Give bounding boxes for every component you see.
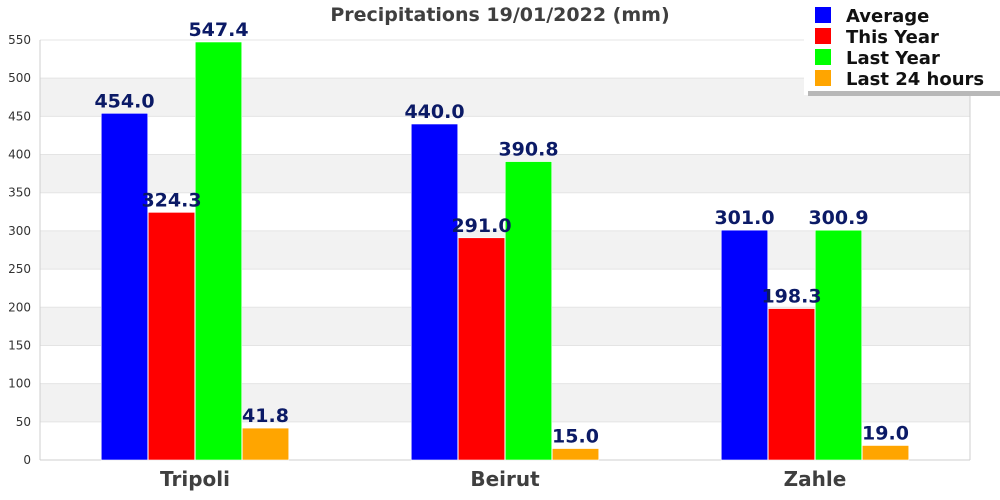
y-tick-label: 100: [8, 377, 31, 391]
bar-value-label: 198.3: [761, 286, 821, 308]
legend-label: Last Year: [846, 48, 940, 69]
bar: [147, 212, 196, 461]
y-tick-label: 450: [8, 109, 31, 123]
legend-shadow: [808, 91, 1000, 96]
bar: [241, 427, 290, 461]
legend-label: Average: [846, 6, 929, 27]
y-tick-label: 0: [23, 453, 31, 467]
legend-label: This Year: [846, 27, 939, 48]
y-tick-label: 350: [8, 186, 31, 200]
legend-swatch: [815, 28, 831, 44]
bar-value-label: 301.0: [714, 207, 774, 229]
bar: [100, 113, 149, 461]
x-tick-label: Tripoli: [160, 467, 230, 491]
y-tick-label: 300: [8, 224, 31, 238]
bar-value-label: 390.8: [498, 139, 558, 161]
bar-value-label: 547.4: [188, 19, 248, 41]
x-tick-label: Zahle: [784, 467, 847, 491]
bar-value-label: 19.0: [862, 422, 909, 444]
y-tick-label: 150: [8, 338, 31, 352]
bar-value-label: 300.9: [808, 207, 868, 229]
x-tick-labels: Tripoli Beirut Zahle: [160, 467, 846, 491]
y-tick-label: 500: [8, 71, 31, 85]
legend-box: [804, 2, 1000, 95]
y-tick-label: 550: [8, 33, 31, 47]
legend-swatch: [815, 7, 831, 23]
bars: [100, 41, 910, 461]
bar: [814, 229, 863, 461]
legend-swatch: [815, 49, 831, 65]
bar: [720, 229, 769, 461]
bar: [410, 123, 459, 461]
bar: [457, 237, 506, 461]
bar: [767, 308, 816, 461]
value-labels: 454.0 324.3 547.4 41.8 440.0 291.0 390.8 15.0 30…: [94, 19, 909, 448]
bar-value-label: 440.0: [404, 101, 464, 123]
bar: [551, 448, 600, 461]
bar-value-label: 15.0: [552, 426, 599, 448]
bar-value-label: 291.0: [451, 215, 511, 237]
bar-value-label: 41.8: [242, 405, 289, 427]
bar-value-label: 324.3: [141, 189, 201, 211]
x-tick-label: Beirut: [470, 467, 540, 491]
chart-title: Precipitations 19/01/2022 (mm): [330, 4, 669, 26]
y-tick-label: 400: [8, 148, 31, 162]
bar: [504, 161, 553, 461]
y-tick-label: 50: [16, 415, 31, 429]
y-tick-labels: 0 50 100 150 200 250 300 350 400 450 500 550: [8, 33, 31, 467]
y-tick-label: 250: [8, 262, 31, 276]
legend-swatch: [815, 70, 831, 86]
bar-value-label: 454.0: [94, 90, 154, 112]
bar: [861, 445, 910, 461]
y-tick-label: 200: [8, 300, 31, 314]
bar: [194, 41, 243, 461]
legend-label: Last 24 hours: [846, 69, 984, 90]
